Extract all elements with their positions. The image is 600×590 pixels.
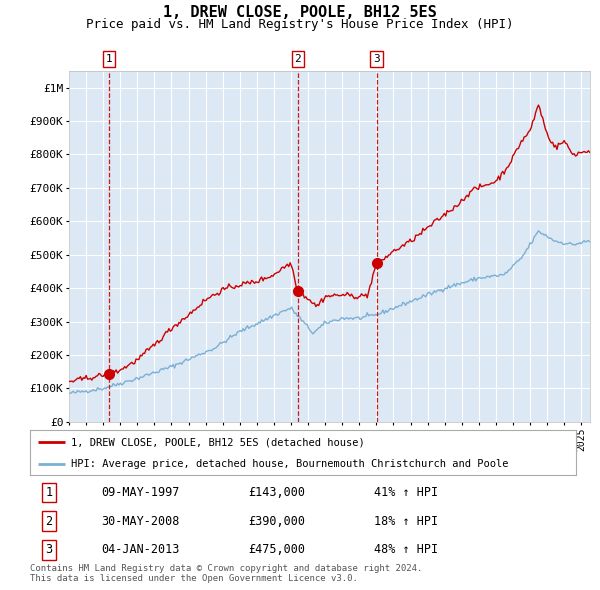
Text: 3: 3 [373,54,380,64]
Text: 18% ↑ HPI: 18% ↑ HPI [374,514,438,527]
Text: £475,000: £475,000 [248,543,305,556]
Text: 3: 3 [46,543,53,556]
Text: 2: 2 [46,514,53,527]
Text: Contains HM Land Registry data © Crown copyright and database right 2024.
This d: Contains HM Land Registry data © Crown c… [30,564,422,584]
Text: 30-MAY-2008: 30-MAY-2008 [101,514,179,527]
Text: £143,000: £143,000 [248,486,305,499]
Text: 1, DREW CLOSE, POOLE, BH12 5ES: 1, DREW CLOSE, POOLE, BH12 5ES [163,5,437,19]
Text: 09-MAY-1997: 09-MAY-1997 [101,486,179,499]
Text: Price paid vs. HM Land Registry's House Price Index (HPI): Price paid vs. HM Land Registry's House … [86,18,514,31]
Text: HPI: Average price, detached house, Bournemouth Christchurch and Poole: HPI: Average price, detached house, Bour… [71,459,508,469]
Text: 1: 1 [106,54,113,64]
Text: £390,000: £390,000 [248,514,305,527]
Text: 1: 1 [46,486,53,499]
Text: 04-JAN-2013: 04-JAN-2013 [101,543,179,556]
Text: 1, DREW CLOSE, POOLE, BH12 5ES (detached house): 1, DREW CLOSE, POOLE, BH12 5ES (detached… [71,437,365,447]
Text: 41% ↑ HPI: 41% ↑ HPI [374,486,438,499]
Text: 2: 2 [295,54,301,64]
Text: 48% ↑ HPI: 48% ↑ HPI [374,543,438,556]
